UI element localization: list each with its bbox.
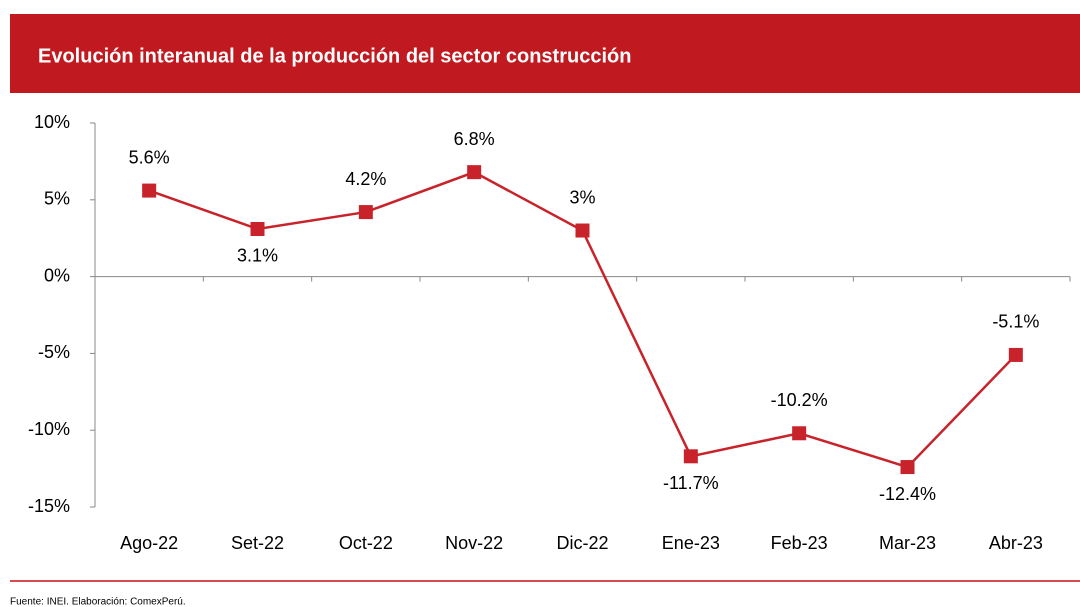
data-label: -12.4%: [879, 484, 936, 504]
y-tick-label: -10%: [28, 419, 70, 439]
data-label: 5.6%: [129, 147, 170, 167]
x-tick-label: Set-22: [231, 533, 284, 553]
x-tick-label: Dic-22: [556, 533, 608, 553]
data-point: [575, 223, 590, 238]
x-tick-label: Feb-23: [771, 533, 828, 553]
x-tick-label: Mar-23: [879, 533, 936, 553]
x-tick-label: Ene-23: [662, 533, 720, 553]
data-label: 6.8%: [454, 129, 495, 149]
chart-title: Evolución interanual de la producción de…: [38, 45, 631, 67]
data-point: [792, 426, 807, 441]
data-label: 3.1%: [237, 246, 278, 266]
data-point: [467, 165, 482, 180]
data-label: -11.7%: [663, 473, 719, 493]
data-point: [1008, 347, 1023, 362]
y-tick-label: 10%: [34, 112, 70, 132]
x-tick-label: Abr-23: [989, 533, 1043, 553]
data-label: 4.2%: [345, 169, 386, 189]
x-tick-label: Nov-22: [445, 533, 503, 553]
data-label: -5.1%: [992, 312, 1039, 332]
y-tick-label: 0%: [44, 265, 70, 285]
data-point: [683, 449, 698, 464]
source-note: Fuente: INEI. Elaboración: ComexPerú.: [10, 597, 186, 607]
x-tick-label: Oct-22: [339, 533, 393, 553]
data-point: [358, 205, 373, 220]
data-label: -10.2%: [771, 390, 828, 410]
x-tick-label: Ago-22: [120, 533, 178, 553]
data-point: [142, 183, 157, 198]
data-line: [148, 170, 1017, 469]
data-label: 3%: [569, 187, 595, 207]
y-tick-label: -15%: [28, 496, 70, 516]
y-tick-label: 5%: [44, 189, 70, 209]
data-point: [900, 460, 915, 475]
data-point: [250, 221, 265, 236]
title-banner: [10, 14, 1080, 93]
y-tick-label: -5%: [38, 342, 70, 362]
